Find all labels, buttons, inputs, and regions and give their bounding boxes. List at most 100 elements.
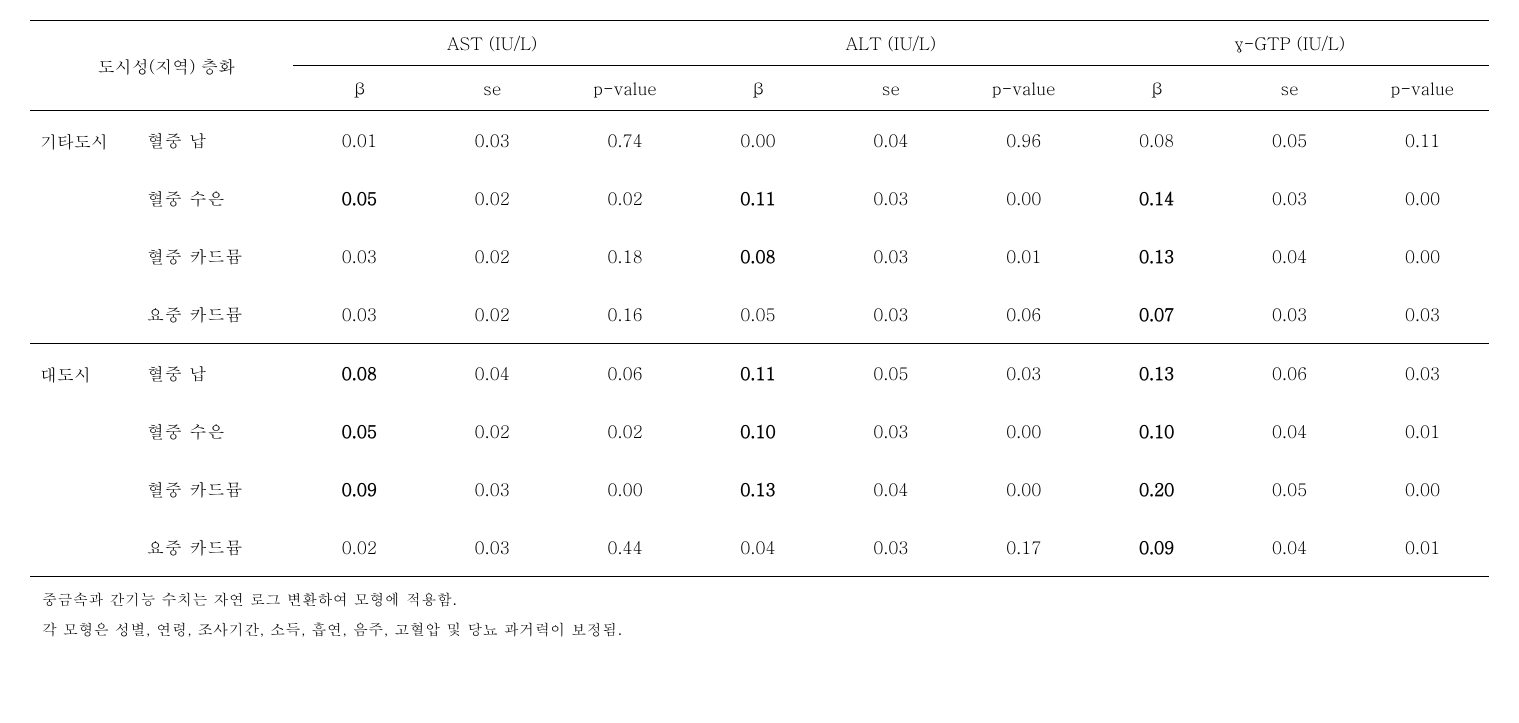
value-cell: 0.02 [426,169,559,227]
col-group-alt: ALT (IU/L) [692,21,1091,66]
value-cell: 0.03 [1356,344,1489,403]
value-cell: 0.00 [1356,460,1489,518]
value-cell: 0.06 [957,285,1090,344]
value-cell: 0.02 [559,402,692,460]
regression-table: 도시성(지역) 층화 AST (IU/L) ALT (IU/L) γ-GTP (… [30,20,1489,577]
value-cell: 0.05 [824,344,957,403]
value-cell: 0.00 [1356,169,1489,227]
value-cell: 0.00 [559,460,692,518]
value-cell: 0.08 [692,227,825,285]
value-cell: 0.03 [824,169,957,227]
footnotes: 중금속과 간기능 수치는 자연 로그 변환하여 모형에 적용함. 각 모형은 성… [30,585,1489,645]
value-cell: 0.02 [293,518,426,577]
value-cell: 0.03 [426,518,559,577]
value-cell: 0.17 [957,518,1090,577]
value-cell: 0.00 [692,111,825,170]
value-cell: 0.03 [1356,285,1489,344]
col-group-ggtp: γ-GTP (IU/L) [1090,21,1489,66]
subcol-p: p-value [957,66,1090,111]
metal-name: 혈중 수은 [147,169,293,227]
value-cell: 0.05 [1223,460,1356,518]
value-cell: 0.13 [1090,344,1223,403]
metal-name: 혈중 카드뮴 [147,460,293,518]
value-cell: 0.03 [824,227,957,285]
subcol-beta: β [293,66,426,111]
value-cell: 0.03 [293,285,426,344]
value-cell: 0.11 [692,344,825,403]
value-cell: 0.16 [559,285,692,344]
table-row: 요중 카드뮴0.020.030.440.040.030.170.090.040.… [30,518,1489,577]
table-row: 혈중 수은0.050.020.020.110.030.000.140.030.0… [30,169,1489,227]
value-cell: 0.05 [692,285,825,344]
table-row: 기타도시혈중 납0.010.030.740.000.040.960.080.05… [30,111,1489,170]
metal-name: 요중 카드뮴 [147,518,293,577]
value-cell: 0.04 [426,344,559,403]
stratum-name: 대도시 [30,344,147,577]
table-row: 혈중 카드뮴0.090.030.000.130.040.000.200.050.… [30,460,1489,518]
metal-name: 혈중 납 [147,111,293,170]
subcol-p: p-value [559,66,692,111]
value-cell: 0.06 [559,344,692,403]
value-cell: 0.04 [824,111,957,170]
value-cell: 0.04 [1223,402,1356,460]
subcol-se: se [824,66,957,111]
value-cell: 0.10 [692,402,825,460]
stratum-name: 기타도시 [30,111,147,344]
value-cell: 0.03 [824,518,957,577]
footnote-line: 중금속과 간기능 수치는 자연 로그 변환하여 모형에 적용함. [42,585,1489,615]
value-cell: 0.03 [293,227,426,285]
value-cell: 0.01 [1356,402,1489,460]
value-cell: 0.14 [1090,169,1223,227]
value-cell: 0.04 [692,518,825,577]
value-cell: 0.02 [426,402,559,460]
value-cell: 0.08 [1090,111,1223,170]
metal-name: 혈중 납 [147,344,293,403]
value-cell: 0.02 [559,169,692,227]
metal-name: 요중 카드뮴 [147,285,293,344]
value-cell: 0.44 [559,518,692,577]
value-cell: 0.08 [293,344,426,403]
value-cell: 0.18 [559,227,692,285]
table-row: 혈중 수은0.050.020.020.100.030.000.100.040.0… [30,402,1489,460]
value-cell: 0.00 [957,169,1090,227]
footnote-line: 각 모형은 성별, 연령, 조사기간, 소득, 흡연, 음주, 고혈압 및 당뇨… [42,615,1489,645]
subcol-p: p-value [1356,66,1489,111]
value-cell: 0.04 [1223,227,1356,285]
table-row: 대도시혈중 납0.080.040.060.110.050.030.130.060… [30,344,1489,403]
value-cell: 0.20 [1090,460,1223,518]
metal-name: 혈중 수은 [147,402,293,460]
subcol-beta: β [692,66,825,111]
col-group-ast: AST (IU/L) [293,21,692,66]
value-cell: 0.07 [1090,285,1223,344]
value-cell: 0.01 [293,111,426,170]
value-cell: 0.05 [1223,111,1356,170]
value-cell: 0.06 [1223,344,1356,403]
value-cell: 0.05 [293,402,426,460]
value-cell: 0.10 [1090,402,1223,460]
subcol-se: se [426,66,559,111]
value-cell: 0.09 [1090,518,1223,577]
value-cell: 0.03 [1223,285,1356,344]
value-cell: 0.74 [559,111,692,170]
value-cell: 0.04 [1223,518,1356,577]
subcol-beta: β [1090,66,1223,111]
value-cell: 0.02 [426,227,559,285]
value-cell: 0.13 [692,460,825,518]
value-cell: 0.09 [293,460,426,518]
value-cell: 0.01 [1356,518,1489,577]
value-cell: 0.00 [957,460,1090,518]
value-cell: 0.01 [957,227,1090,285]
value-cell: 0.05 [293,169,426,227]
table-body: 기타도시혈중 납0.010.030.740.000.040.960.080.05… [30,111,1489,577]
table-row: 혈중 카드뮴0.030.020.180.080.030.010.130.040.… [30,227,1489,285]
value-cell: 0.03 [426,111,559,170]
value-cell: 0.03 [824,402,957,460]
strata-header: 도시성(지역) 층화 [30,21,293,111]
value-cell: 0.04 [824,460,957,518]
value-cell: 0.13 [1090,227,1223,285]
value-cell: 0.11 [1356,111,1489,170]
table-header: 도시성(지역) 층화 AST (IU/L) ALT (IU/L) γ-GTP (… [30,21,1489,111]
subcol-se: se [1223,66,1356,111]
value-cell: 0.03 [957,344,1090,403]
value-cell: 0.03 [1223,169,1356,227]
